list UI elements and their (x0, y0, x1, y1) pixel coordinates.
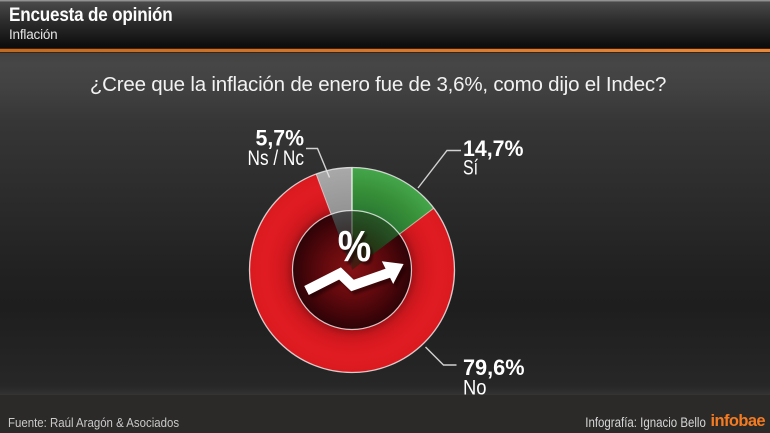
svg-text:Sí: Sí (463, 157, 478, 180)
svg-text:5,7%: 5,7% (256, 126, 305, 151)
svg-text:No: No (463, 377, 487, 400)
svg-text:14,7%: 14,7% (463, 136, 524, 161)
svg-text:%: % (340, 226, 374, 274)
svg-text:79,6%: 79,6% (463, 355, 525, 380)
svg-text:Ns / Nc: Ns / Nc (248, 147, 305, 170)
svg-text:%: % (338, 223, 372, 271)
